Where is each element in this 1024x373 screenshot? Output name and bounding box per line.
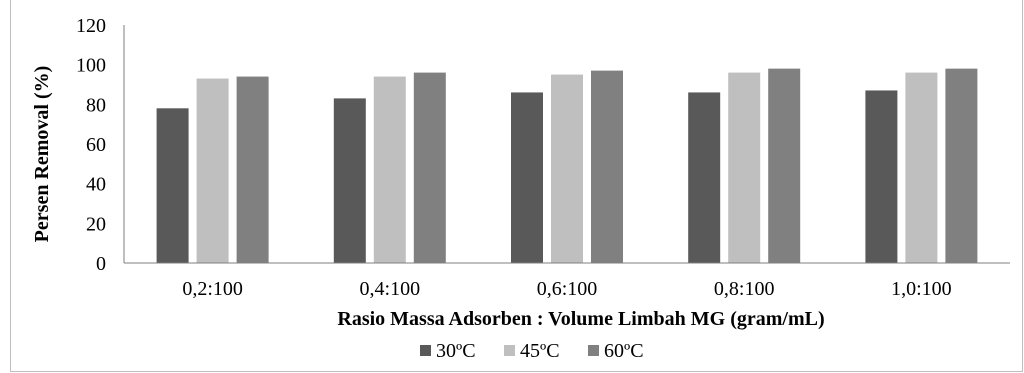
bar <box>865 90 898 263</box>
y-tick-label: 120 <box>76 15 106 37</box>
x-tick-label: 0,2:100 <box>182 278 243 300</box>
x-axis-ticks: 0,2:100 0,4:100 0,6:100 0,8:100 1,0:100 <box>182 278 951 300</box>
legend-swatch <box>420 345 431 356</box>
x-tick-label: 1,0:100 <box>891 278 952 300</box>
y-tick-label: 20 <box>86 213 106 235</box>
y-tick-label: 80 <box>86 94 106 116</box>
bar <box>688 92 721 263</box>
x-tick-label: 0,4:100 <box>360 278 421 300</box>
bar <box>236 76 269 263</box>
y-tick-label: 60 <box>86 134 106 156</box>
y-tick-label: 0 <box>96 253 106 275</box>
chart-frame <box>10 0 1023 372</box>
bar <box>728 72 761 263</box>
x-tick-label: 0,8:100 <box>714 278 775 300</box>
legend-label: 30ºC <box>436 340 476 362</box>
bar <box>945 68 978 263</box>
bar <box>373 76 406 263</box>
bar <box>511 92 543 263</box>
bar <box>196 78 229 263</box>
x-axis-title: Rasio Massa Adsorben : Volume Limbah MG … <box>337 308 824 330</box>
legend-label: 60ºC <box>604 340 644 362</box>
y-tick-label: 100 <box>76 55 106 77</box>
legend-swatch <box>504 345 515 356</box>
bar <box>591 70 623 263</box>
legend-swatch <box>588 345 599 356</box>
y-axis-title: Persen Removal (%) <box>31 66 53 243</box>
bar <box>413 72 446 263</box>
bars-group <box>156 68 978 263</box>
x-tick-label: 0,6:100 <box>537 278 598 300</box>
bar <box>905 72 938 263</box>
bar <box>768 68 801 263</box>
y-axis-ticks: 0 20 40 60 80 100 120 <box>76 15 106 275</box>
bar <box>333 98 366 263</box>
legend: 30ºC 45ºC 60ºC <box>420 340 644 362</box>
y-tick-label: 40 <box>86 174 106 196</box>
bar <box>156 108 189 263</box>
legend-label: 45ºC <box>520 340 560 362</box>
bar <box>551 74 583 263</box>
